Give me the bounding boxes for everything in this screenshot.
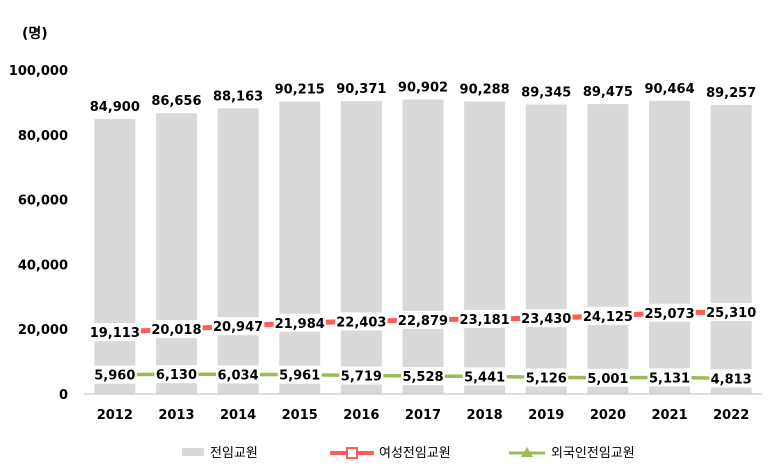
data-label-background — [524, 368, 569, 387]
x-tick-label: 2014 — [220, 408, 256, 423]
bar — [340, 101, 382, 394]
y-axis-ticks: 0 20,000 40,000 60,000 80,000 100,000 — [9, 64, 68, 403]
legend-marker-triangle — [521, 447, 533, 457]
x-tick-label: 2013 — [158, 408, 194, 423]
line-value-label: 5,961 — [279, 369, 320, 384]
line-value-label: 20,947 — [213, 320, 263, 335]
legend: 전임교원 여성전임교원 외국인전임교원 — [182, 446, 635, 461]
line-value-label: 5,441 — [464, 370, 505, 385]
bar-value-label: 89,475 — [583, 85, 633, 100]
legend-label: 전임교원 — [210, 446, 258, 461]
y-axis-unit-label: (명) — [22, 25, 48, 42]
line-value-label: 6,130 — [156, 368, 197, 383]
bar-value-label: 90,371 — [336, 82, 386, 97]
bar-value-label: 86,656 — [151, 94, 201, 109]
data-label-background — [92, 365, 137, 384]
line-value-label: 5,960 — [94, 369, 135, 384]
data-label-background — [581, 306, 635, 325]
bar — [155, 113, 197, 394]
bar-value-label: 90,464 — [644, 82, 694, 97]
line-value-label: 24,125 — [583, 310, 633, 325]
line-value-label: 25,310 — [706, 306, 756, 321]
data-label-background — [88, 323, 142, 342]
legend-marker-square — [346, 447, 358, 459]
line-data-labels: 19,113 20,018 20,947 21,984 22,403 22,879 23,1… — [88, 302, 758, 388]
bar-value-label: 90,902 — [398, 80, 448, 95]
y-tick-label: 0 — [59, 388, 68, 403]
line-value-label: 21,984 — [275, 317, 325, 332]
data-label-background — [462, 367, 507, 386]
line-value-label: 5,719 — [341, 369, 382, 384]
data-label-background — [277, 365, 322, 384]
data-label-background — [585, 368, 630, 387]
data-label-background — [154, 365, 199, 384]
data-label-background — [216, 365, 261, 384]
bar — [525, 104, 567, 394]
bar-data-labels: 84,900 86,656 88,163 90,215 90,371 90,902 90,2… — [90, 80, 757, 114]
x-axis-ticks: 2012 2013 2014 2015 2016 2017 2018 2019 2020 2021… — [97, 408, 750, 423]
bar — [279, 101, 321, 394]
x-tick-label: 2016 — [343, 408, 379, 423]
data-label-background — [643, 303, 696, 322]
bar — [217, 108, 259, 395]
legend-swatch-bar — [182, 448, 204, 456]
bar — [94, 118, 136, 394]
bar-value-label: 89,345 — [521, 86, 571, 101]
x-tick-label: 2019 — [528, 408, 564, 423]
data-label-background — [150, 320, 203, 339]
x-tick-label: 2015 — [282, 408, 318, 423]
bar — [402, 99, 444, 395]
data-label-background — [339, 366, 384, 385]
bar — [649, 100, 691, 394]
x-tick-label: 2021 — [651, 408, 687, 423]
bar — [587, 104, 629, 394]
line-value-label: 5,131 — [649, 371, 690, 386]
line-value-label: 19,113 — [90, 326, 140, 341]
bar-value-label: 89,257 — [706, 86, 756, 101]
bar-series — [94, 99, 752, 395]
bar — [710, 104, 752, 395]
line-value-label: 5,126 — [526, 371, 567, 386]
line-value-label: 5,001 — [587, 372, 628, 387]
x-tick-label: 2020 — [590, 408, 626, 423]
data-label-background — [520, 309, 573, 328]
y-tick-label: 60,000 — [18, 194, 68, 209]
data-label-background — [401, 367, 445, 386]
bar-value-label: 90,215 — [275, 83, 325, 98]
y-tick-label: 100,000 — [9, 64, 68, 79]
data-label-background — [211, 317, 265, 336]
data-label-background — [335, 312, 388, 331]
line-value-label: 4,813 — [711, 372, 752, 387]
x-tick-label: 2012 — [97, 408, 133, 423]
bar-value-label: 84,900 — [90, 100, 140, 115]
line-value-label: 5,528 — [402, 370, 443, 385]
bar-value-label: 88,163 — [213, 89, 263, 104]
data-label-background — [704, 302, 758, 321]
bar — [464, 101, 506, 394]
y-tick-label: 40,000 — [18, 258, 68, 273]
line-value-label: 22,403 — [336, 315, 386, 330]
line-value-label: 25,073 — [644, 307, 694, 322]
x-tick-label: 2022 — [713, 408, 749, 423]
y-tick-label: 20,000 — [18, 323, 68, 338]
legend-label: 여성전임교원 — [379, 446, 451, 461]
line-value-label: 23,430 — [521, 312, 571, 327]
line-value-label: 22,879 — [398, 314, 448, 329]
x-tick-label: 2017 — [405, 408, 441, 423]
x-tick-label: 2018 — [467, 408, 503, 423]
data-label-background — [709, 369, 754, 388]
line-value-label: 20,018 — [151, 323, 201, 338]
data-label-background — [458, 309, 511, 328]
legend-label: 외국인전임교원 — [551, 446, 635, 461]
line-value-label: 6,034 — [218, 368, 259, 383]
line-value-label: 23,181 — [460, 313, 510, 328]
data-label-background — [273, 313, 326, 332]
y-tick-label: 80,000 — [18, 129, 68, 144]
data-label-background — [647, 368, 692, 387]
bar-value-label: 90,288 — [460, 82, 510, 97]
data-label-background — [396, 310, 450, 329]
